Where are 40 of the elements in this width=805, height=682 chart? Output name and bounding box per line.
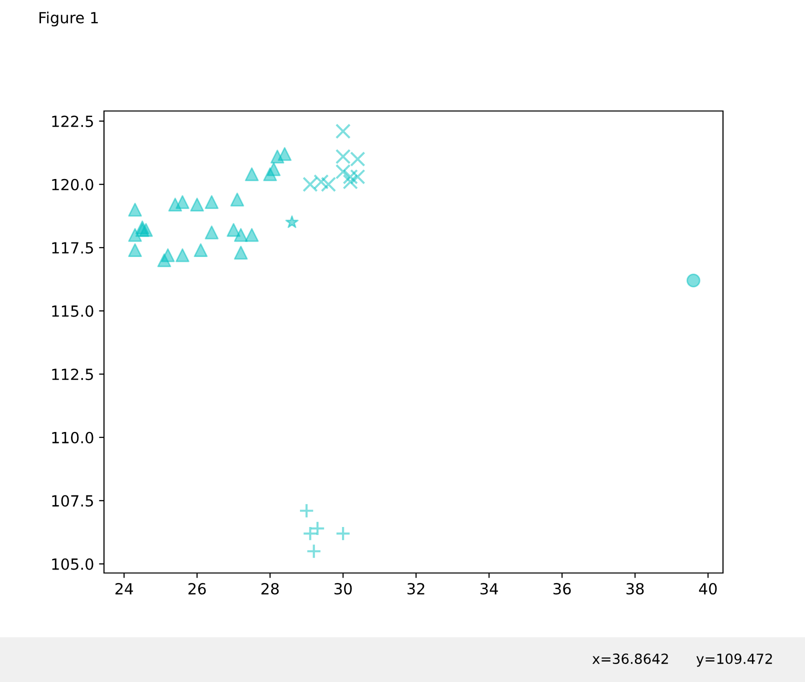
point (204, 195, 219, 209)
point (244, 228, 259, 242)
x-tick-label: 30 (334, 582, 352, 595)
y-tick-label: 122.5 (52, 116, 93, 128)
x-tick-label: 40 (699, 582, 717, 595)
point (234, 246, 248, 260)
x-tick-label: 34 (480, 582, 498, 595)
point (204, 226, 219, 240)
point (128, 202, 142, 217)
y-tick-label: 107.5 (52, 495, 93, 507)
point (176, 248, 190, 262)
point (176, 195, 190, 209)
point (686, 274, 700, 288)
point (285, 215, 299, 228)
point (244, 167, 259, 182)
text: x=36.8642 (592, 654, 668, 664)
point (135, 223, 150, 237)
x-tick-label: 24 (115, 582, 133, 594)
point (266, 162, 281, 176)
text: y=109.472 (696, 654, 772, 667)
point (278, 147, 292, 161)
y-tick-label: 110.0 (52, 432, 94, 444)
y-tick-label: 120.0 (52, 178, 94, 190)
point (128, 243, 142, 258)
point (160, 248, 175, 262)
x-tick-label: 28 (261, 582, 279, 595)
x-tick-label: 38 (626, 582, 644, 595)
y-tick-label: 117.5 (52, 242, 93, 254)
x-tick-label: 26 (188, 582, 206, 595)
x-tick-label: 32 (408, 582, 424, 595)
y-tick-label: 112.5 (52, 368, 93, 380)
caption: Figure 1 (40, 12, 98, 26)
point (226, 223, 240, 237)
point (234, 228, 248, 242)
y-tick-label: 105.0 (52, 558, 94, 570)
point (190, 198, 204, 212)
point (194, 243, 208, 258)
point (230, 192, 244, 206)
x-tick-label: 36 (553, 582, 571, 595)
y-tick-label: 115.0 (52, 305, 94, 317)
